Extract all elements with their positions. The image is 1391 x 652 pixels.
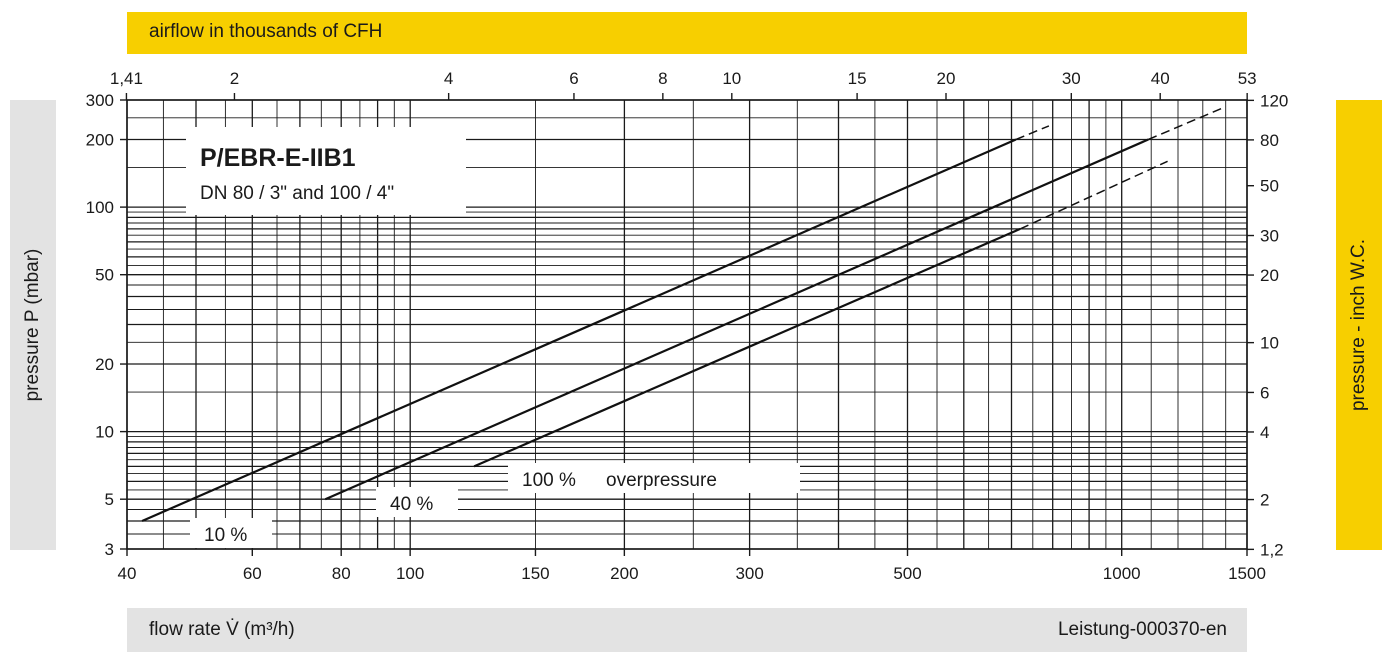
top-tick-label: 8	[658, 69, 667, 88]
chart-code: Leistung-000370-en	[1057, 619, 1227, 640]
right-tick-label: 20	[1260, 266, 1279, 285]
right-tick-label: 120	[1260, 91, 1288, 110]
top-tick-label: 4	[444, 69, 453, 88]
y-tick-label: 5	[105, 490, 114, 509]
y-tick-label: 50	[95, 266, 114, 285]
x-tick-label: 60	[243, 564, 262, 583]
right-tick-label: 50	[1260, 177, 1279, 196]
top-tick-label: 2	[230, 69, 239, 88]
top-tick-label: 15	[848, 69, 867, 88]
y-tick-label: 300	[86, 91, 114, 110]
right-tick-label: 10	[1260, 334, 1279, 353]
curve-series-1	[324, 138, 1149, 501]
curve-series-0-extrapolated	[1015, 125, 1050, 141]
x-tick-label: 80	[332, 564, 351, 583]
x-tick-label: 200	[610, 564, 638, 583]
curve-series-2-extrapolated	[1019, 160, 1168, 230]
series-40-label: 40 %	[390, 494, 433, 515]
x-tick-label: 1000	[1103, 564, 1141, 583]
series-10-label: 10 %	[204, 525, 247, 546]
right-tick-label: 6	[1260, 383, 1269, 402]
top-tick-label: 53	[1238, 69, 1257, 88]
y-tick-label: 20	[95, 355, 114, 374]
title-box: P/EBR-E-IIB1 DN 80 / 3" and 100 / 4"	[186, 127, 466, 215]
series-label-10: 10 %	[190, 518, 272, 548]
x-tick-label: 500	[893, 564, 921, 583]
y-tick-label: 200	[86, 131, 114, 150]
x-tick-label: 40	[118, 564, 137, 583]
curve-series-1-extrapolated	[1148, 106, 1226, 141]
top-tick-label: 20	[937, 69, 956, 88]
x-tick-label: 100	[396, 564, 424, 583]
y-tick-label: 3	[105, 540, 114, 559]
curve-series-2	[473, 227, 1021, 468]
x-axis-title: flow rate V̇ (m³/h)	[149, 619, 295, 640]
chart-title: P/EBR-E-IIB1	[200, 144, 356, 172]
top-tick-label: 10	[722, 69, 741, 88]
chart-subtitle: DN 80 / 3" and 100 / 4"	[200, 183, 394, 204]
y-axis-title-band: pressure P (mbar)	[10, 100, 56, 550]
y-tick-label: 10	[95, 423, 114, 442]
right-tick-label: 4	[1260, 423, 1269, 442]
x-axis-title-band: flow rate V̇ (m³/h) Leistung-000370-en	[127, 608, 1247, 652]
top-tick-label: 6	[569, 69, 578, 88]
series-100-label: 100 %	[522, 470, 576, 491]
top-axis-title: airflow in thousands of CFH	[149, 21, 383, 42]
curves	[141, 106, 1226, 523]
series-label-40: 40 %	[376, 487, 458, 517]
curve-series-0	[141, 138, 1017, 523]
right-tick-label: 2	[1260, 491, 1269, 510]
y-tick-label: 100	[86, 198, 114, 217]
right-tick-label: 80	[1260, 131, 1279, 150]
x-tick-label: 1500	[1228, 564, 1266, 583]
right-tick-label: 30	[1260, 227, 1279, 246]
right-tick-label: 1,2	[1260, 540, 1284, 559]
top-axis-title-band: airflow in thousands of CFH	[127, 12, 1247, 54]
plot-frame	[126, 99, 1248, 550]
top-tick-label: 1,41	[110, 69, 143, 88]
x-tick-label: 300	[735, 564, 763, 583]
series-label-100: 100 % overpressure	[508, 463, 800, 493]
labels: 40 60 80 100 150 200 300 500 1000 1500 3 5 10 20 50 100…	[86, 69, 1289, 583]
top-tick-label: 30	[1062, 69, 1081, 88]
x-tick-label: 150	[521, 564, 549, 583]
ticks	[120, 93, 1254, 556]
right-axis-title-band: pressure - inch W.C.	[1336, 100, 1382, 550]
top-tick-label: 40	[1151, 69, 1170, 88]
overpressure-label: overpressure	[606, 470, 717, 491]
